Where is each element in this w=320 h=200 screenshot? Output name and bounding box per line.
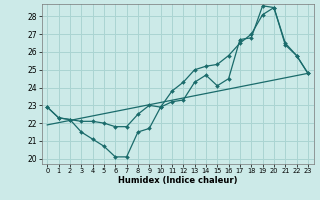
X-axis label: Humidex (Indice chaleur): Humidex (Indice chaleur) (118, 176, 237, 185)
